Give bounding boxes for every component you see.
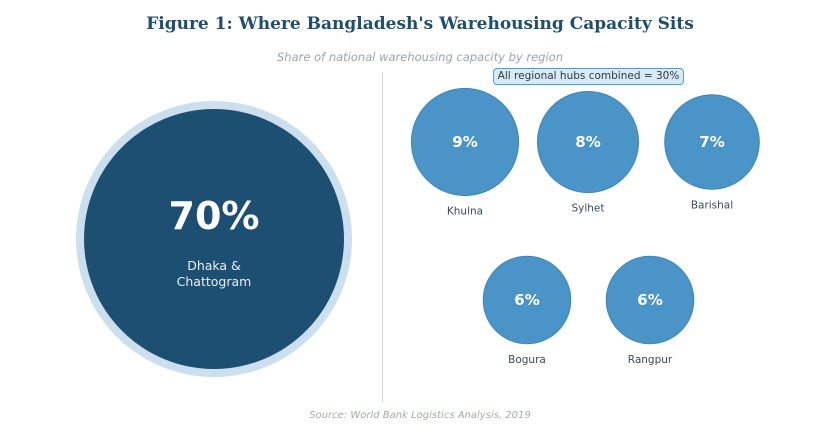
hub-bubble-value: 9%	[452, 133, 477, 151]
hub-bubble-value: 8%	[575, 133, 600, 151]
hubs-total-callout: All regional hubs combined = 30%	[493, 68, 684, 85]
hub-bubble-name: Barishal	[691, 199, 733, 211]
hub-bubble-name: Bogura	[508, 354, 546, 366]
chart-title: Figure 1: Where Bangladesh's Warehousing…	[146, 14, 694, 34]
hub-bubble-value: 6%	[637, 291, 662, 309]
hub-bubble	[482, 255, 572, 345]
main-bubble-name: Dhaka &	[187, 258, 241, 273]
chart-source: Source: World Bank Logistics Analysis, 2…	[309, 410, 531, 421]
hub-bubble	[410, 87, 520, 197]
hub-bubble-name: Rangpur	[628, 354, 673, 366]
hub-bubble-name: Sylhet	[571, 203, 604, 215]
hub-bubble	[536, 90, 640, 194]
hub-bubble	[664, 94, 760, 190]
hub-bubble-value: 6%	[514, 291, 539, 309]
main-bubble-name: Chattogram	[177, 274, 252, 289]
hub-bubble-name: Khulna	[447, 206, 483, 218]
main-bubble	[84, 109, 344, 369]
hub-bubble	[605, 255, 695, 345]
main-bubble-value: 70%	[169, 194, 260, 238]
chart-subtitle: Share of national warehousing capacity b…	[277, 50, 563, 64]
hub-bubble-value: 7%	[699, 133, 724, 151]
section-divider	[382, 72, 383, 402]
